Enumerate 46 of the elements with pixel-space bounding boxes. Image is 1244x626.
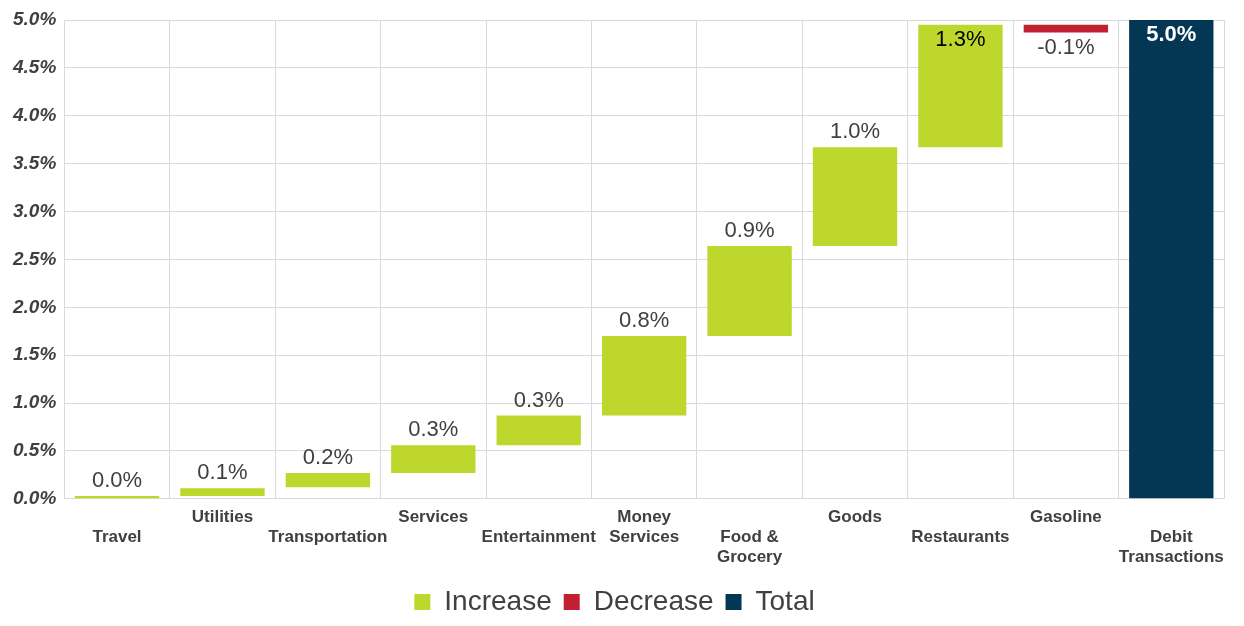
- y-tick-label: 3.5%: [12, 151, 57, 173]
- y-tick-label: 4.0%: [11, 103, 57, 125]
- bar: [918, 24, 1003, 148]
- data-label: 0.3%: [408, 416, 459, 442]
- legend-label: Total: [755, 584, 815, 616]
- x-tick-label: Restaurants: [911, 527, 1010, 547]
- data-label: 1.0%: [829, 118, 881, 144]
- data-label: 0.1%: [197, 459, 248, 485]
- legend-label: Increase: [444, 584, 552, 616]
- data-label: 0.9%: [724, 217, 775, 243]
- y-tick-label: 3.0%: [12, 199, 57, 221]
- x-tick-label: Services: [398, 506, 469, 526]
- y-tick-label: 1.5%: [12, 343, 57, 365]
- legend-label: Decrease: [593, 584, 714, 616]
- bar: [707, 245, 792, 337]
- x-tick-label: Transportation: [268, 527, 388, 547]
- data-label: 1.3%: [935, 25, 986, 51]
- y-tick-label: 2.5%: [11, 247, 57, 269]
- x-tick-label: Travel: [92, 527, 142, 547]
- data-label: 5.0%: [1146, 21, 1197, 47]
- data-label: 0.0%: [91, 466, 143, 492]
- data-label: 0.3%: [513, 386, 564, 412]
- y-tick-label: 2.0%: [11, 295, 57, 317]
- bar: [496, 415, 581, 446]
- x-tick-label: Gasoline: [1029, 506, 1102, 526]
- y-tick-label: 0.5%: [12, 439, 57, 461]
- bar: [391, 445, 476, 473]
- x-tick-label: Entertainment: [481, 527, 597, 547]
- bar: [1023, 24, 1109, 33]
- data-label: -0.1%: [1037, 33, 1095, 59]
- bar: [1129, 20, 1214, 499]
- x-tick-label: Debit Transactions: [1118, 527, 1224, 567]
- bar: [812, 147, 898, 246]
- x-tick-label: Goods: [828, 506, 882, 526]
- y-tick-label: 1.0%: [12, 391, 57, 413]
- y-tick-label: 0.0%: [12, 487, 57, 509]
- y-tick-label: 5.0%: [12, 8, 57, 30]
- bar: [180, 488, 265, 496]
- data-label: 0.8%: [619, 307, 670, 333]
- x-tick-label: Utilities: [191, 506, 254, 526]
- y-tick-label: 4.5%: [11, 56, 57, 78]
- data-label: 0.2%: [302, 444, 353, 470]
- x-tick-label: Money Services: [609, 506, 680, 547]
- x-tick-label: Food & Grocery: [716, 527, 783, 567]
- bar: [285, 472, 371, 488]
- bar: [601, 336, 687, 416]
